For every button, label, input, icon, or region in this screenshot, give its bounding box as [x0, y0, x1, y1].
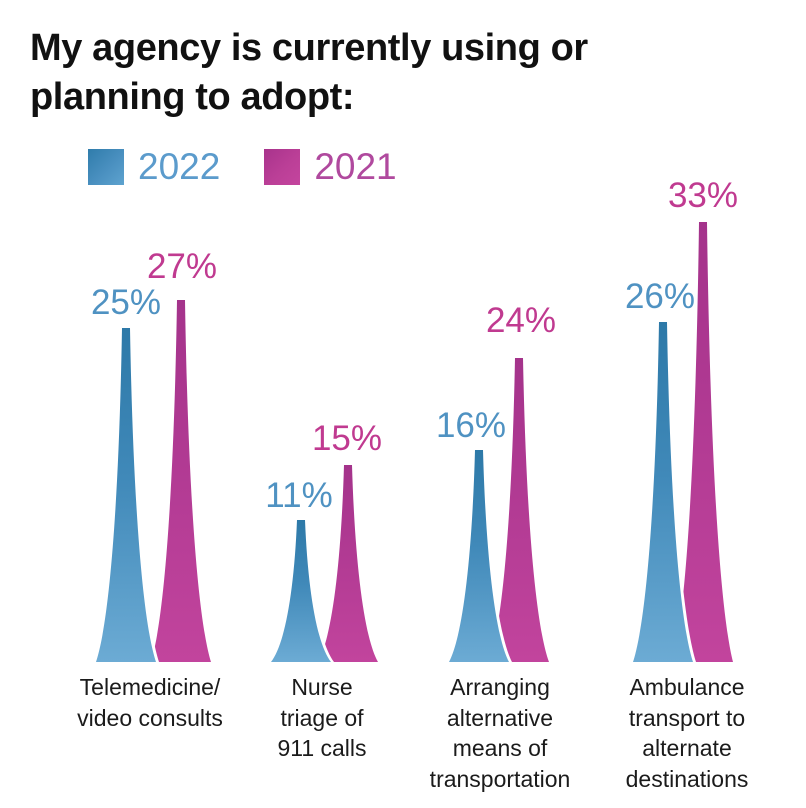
value-label-2021: 15%	[311, 419, 383, 458]
value-label-2022: 26%	[624, 277, 696, 316]
bar-2022[interactable]	[271, 520, 331, 662]
bar-2021[interactable]	[318, 465, 378, 662]
bar-2022[interactable]	[96, 328, 156, 662]
bar-2021[interactable]	[151, 300, 211, 662]
chart-legend: 2022 2021	[88, 148, 397, 185]
bar-2022[interactable]	[449, 450, 509, 662]
legend-item-2021[interactable]: 2021	[264, 146, 397, 187]
legend-swatch-icon-2021	[264, 148, 301, 185]
value-label-2022: 16%	[435, 406, 507, 445]
value-label-2021: 27%	[146, 247, 218, 286]
category-label: Telemedicine/ video consults	[77, 674, 223, 731]
category-label: Arranging alternative means of transport…	[429, 674, 571, 792]
bar-2021[interactable]	[673, 222, 733, 662]
value-label-2022: 11%	[265, 476, 333, 515]
category-label: Nurse triage of 911 calls	[277, 674, 367, 762]
legend-label-2022: 2022	[138, 146, 221, 187]
bar-2022[interactable]	[633, 322, 693, 662]
bar-2021[interactable]	[489, 358, 549, 662]
chart-title: My agency is currently using or planning…	[30, 27, 588, 118]
legend-item-2022[interactable]: 2022	[88, 148, 220, 185]
category-label: Ambulance transport to alternate destina…	[625, 674, 749, 792]
value-label-2021: 24%	[485, 301, 557, 340]
legend-swatch-icon-2022	[88, 148, 124, 185]
value-label-2022: 25%	[90, 283, 162, 322]
value-label-2021: 33%	[667, 176, 739, 215]
legend-label-2021: 2021	[314, 146, 397, 187]
